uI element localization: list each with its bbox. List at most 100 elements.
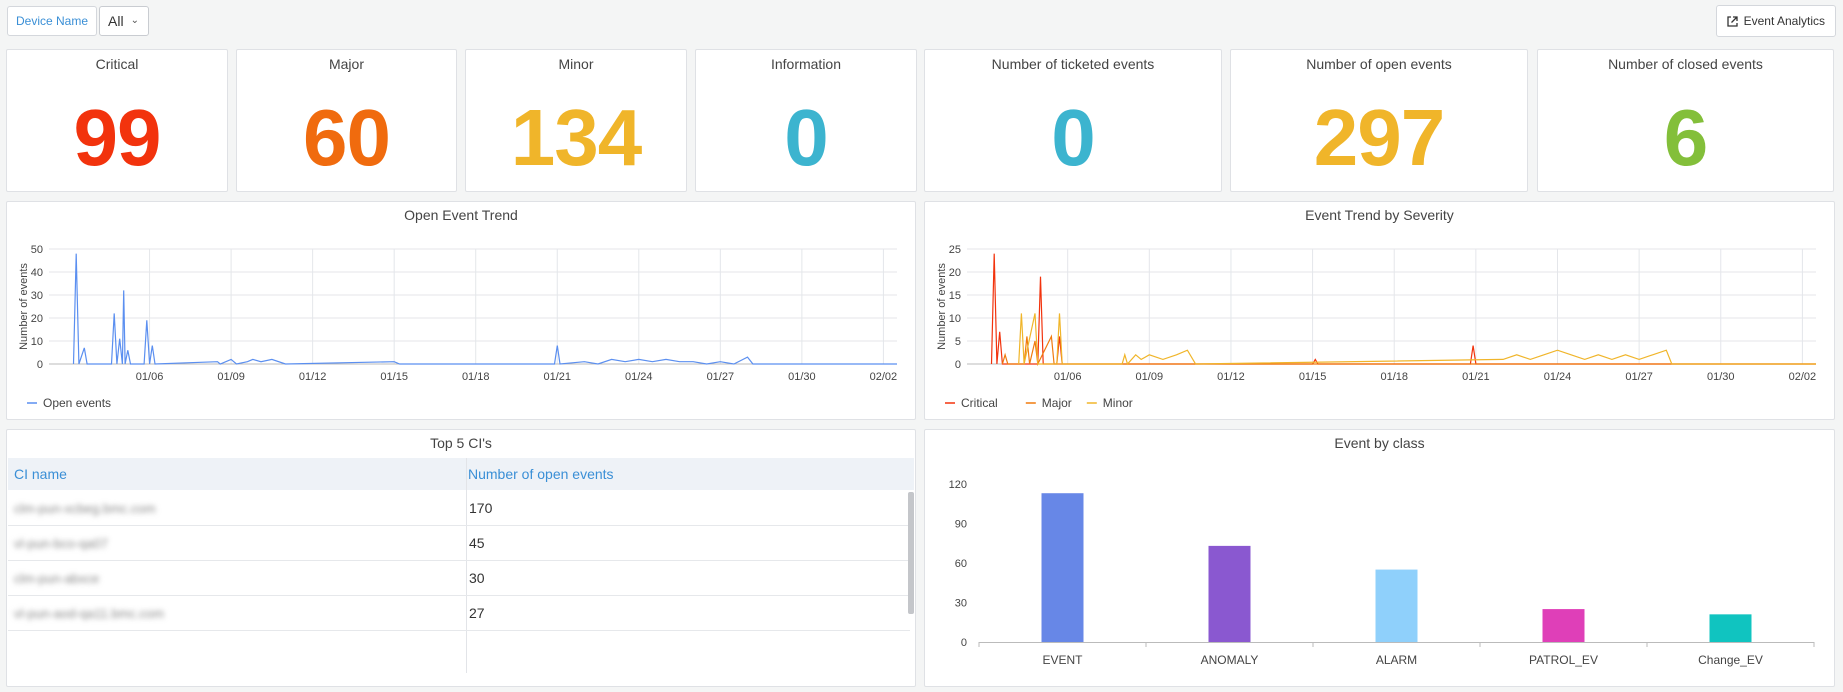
bar-patrol_ev [1542,609,1585,642]
y-axis-label: Number of events [936,263,948,350]
legend-label: Open events [43,396,111,410]
table-scrollbar[interactable] [908,492,914,614]
y-tick-label: 20 [31,313,43,325]
external-link-icon [1726,15,1738,27]
column-header-ci-name[interactable]: CI name [14,466,67,482]
stat-value: 6 [1663,93,1709,182]
legend-label: Minor [1103,396,1133,410]
x-tick-label: 01/30 [1707,371,1735,383]
panel-title: Event Trend by Severity [1305,207,1454,223]
stat-major: Major 60 [236,49,457,192]
stat-title: Number of ticketed events [991,56,1155,72]
x-tick-label: 01/09 [1136,371,1164,383]
open-events-cell: 30 [469,570,485,586]
toolbar: Device Name All ⌄ Event Analytics [0,0,1843,42]
stat-minor: Minor 134 [465,49,687,192]
table-header: CI name Number of open events [8,458,914,490]
severity-trend-chart: 0 5 10 15 20 25 01/06 01/09 01/12 01/15 01/18 01/21… [936,244,1817,410]
legend-label: Critical [961,396,998,410]
y-tick-label: 0 [37,359,43,371]
legend-label: Major [1042,396,1072,410]
y-tick-label: 90 [955,519,967,531]
series-line-minor [1018,313,1816,366]
stat-title: Number of closed events [1608,56,1763,72]
y-tick-label: 60 [955,558,967,570]
stat-critical: Critical 99 [6,49,228,192]
table-row[interactable]: vl-pun-bco-qa07 45 [8,526,910,561]
y-tick-label: 30 [955,598,967,610]
open-events-cell: 45 [469,535,485,551]
stat-open-events: Number of open events 297 [1230,49,1528,192]
device-name-label: Device Name [7,6,98,36]
ci-name-cell: clm-pun-xcbeg.bmc.com [14,501,156,516]
y-tick-label: 20 [949,267,961,279]
y-tick-label: 40 [31,267,43,279]
x-tick-label: 01/15 [380,371,408,383]
open-events-cell: 27 [469,605,485,621]
y-tick-label: 10 [949,313,961,325]
x-tick-label: EVENT [1042,653,1083,667]
open-event-trend-panel: Open Event Trend 0 10 20 30 40 50 01/06 01/09 01… [6,201,916,420]
table-row[interactable]: clm-pun-xcbeg.bmc.com 170 [8,491,910,526]
x-tick-label: 01/21 [543,371,571,383]
event-by-class-chart: 0 30 60 90 120 EVENT ANOMALY ALARM PATROL_EV Chan… [949,479,1815,667]
y-tick-label: 25 [949,244,961,256]
stat-title: Minor [558,56,594,72]
panel-title: Top 5 CI's [430,435,492,451]
series-line-critical [990,253,1816,365]
ci-name-cell: vl-pun-aod-qa11.bmc.com [14,606,165,621]
device-name-select[interactable]: All ⌄ [99,6,149,36]
x-tick-label: 01/09 [217,371,245,383]
ci-name-cell: vl-pun-bco-qa07 [14,536,108,551]
panel-title: Open Event Trend [404,207,518,223]
open-event-trend-chart: 0 10 20 30 40 50 01/06 01/09 01/12 01/15 01/18 01/2… [18,244,897,410]
x-tick-label: 01/15 [1299,371,1327,383]
chevron-down-icon: ⌄ [130,15,139,26]
table-row[interactable] [8,631,910,666]
event-analytics-label: Event Analytics [1743,14,1825,28]
stat-value: 60 [303,93,391,182]
bar-event [1041,493,1084,642]
ci-name-cell: clm-pun-abxce [14,571,100,586]
x-tick-label: 01/30 [788,371,816,383]
stat-title: Number of open events [1306,56,1452,72]
y-tick-label: 0 [961,637,967,649]
y-tick-label: 30 [31,290,43,302]
x-tick-label: 01/18 [462,371,490,383]
x-tick-label: ALARM [1376,653,1417,667]
x-tick-label: 02/02 [1789,371,1817,383]
table-row[interactable]: clm-pun-abxce 30 [8,561,910,596]
stat-value: 0 [784,93,829,182]
stat-closed-events: Number of closed events 6 [1537,49,1834,192]
column-header-open-events[interactable]: Number of open events [468,466,614,482]
table-row[interactable]: vl-pun-aod-qa11.bmc.com 27 [8,596,910,631]
event-by-class-panel: Event by class 0 30 60 90 120 EVENT ANOMALY ALA… [924,429,1835,687]
stat-value: 99 [73,93,162,182]
open-events-cell: 170 [469,500,493,516]
stat-ticketed-events: Number of ticketed events 0 [924,49,1222,192]
stat-title: Critical [95,56,139,72]
x-tick-label: 01/24 [625,371,653,383]
bar-alarm [1375,569,1418,642]
x-tick-label: 01/12 [299,371,327,383]
x-tick-label: 01/06 [1054,371,1082,383]
column-divider [466,458,467,673]
x-tick-label: 01/06 [136,371,164,383]
panel-title: Event by class [1334,435,1425,451]
x-tick-label: ANOMALY [1201,653,1259,667]
x-tick-label: Change_EV [1698,653,1763,667]
y-axis-label: Number of events [18,263,30,350]
y-tick-label: 5 [955,336,961,348]
top-ci-panel: Top 5 CI's CI name Number of open events… [6,429,916,687]
y-tick-label: 15 [949,290,961,302]
series-line-open-events [72,253,897,365]
event-analytics-button[interactable]: Event Analytics [1715,5,1836,37]
x-tick-label: 01/21 [1462,371,1490,383]
y-tick-label: 50 [31,244,43,256]
stat-value: 134 [510,93,642,182]
bar-change_ev [1709,614,1752,642]
y-tick-label: 120 [949,479,967,491]
x-tick-label: 01/27 [1625,371,1653,383]
x-tick-label: 01/27 [707,371,735,383]
x-tick-label: PATROL_EV [1529,653,1598,667]
